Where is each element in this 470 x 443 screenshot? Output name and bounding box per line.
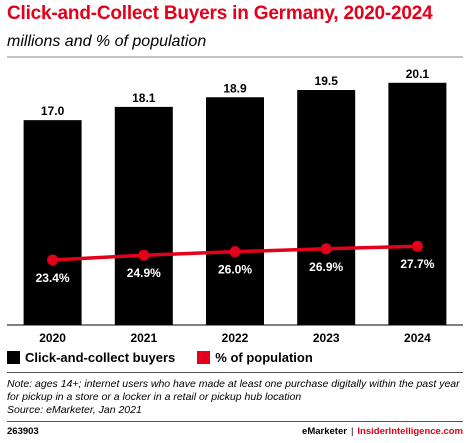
bar-2023 [297, 90, 356, 326]
source-text: Source: eMarketer, Jan 2021 [7, 404, 142, 416]
divider-bottom [7, 421, 463, 422]
x-tick-2023: 2023 [313, 331, 340, 345]
line-label-2023: 26.9% [309, 260, 343, 274]
x-tick-2022: 2022 [222, 331, 249, 345]
line-point-2024 [411, 240, 423, 252]
brand-separator: | [350, 426, 354, 437]
line-point-2021 [138, 249, 150, 261]
legend-label-bars: Click-and-collect buyers [25, 350, 176, 365]
line-point-2023 [320, 243, 332, 255]
line-point-2020 [47, 254, 59, 266]
note: Note: ages 14+; internet users who have … [7, 378, 463, 417]
legend: Click-and-collect buyers % of population [7, 350, 335, 365]
bar-2022 [206, 97, 264, 325]
line-label-2024: 27.7% [400, 257, 434, 271]
legend-item-line: % of population [197, 350, 313, 365]
footer: 263903 eMarketer | InsiderIntelligence.com [7, 426, 463, 437]
footer-brand: eMarketer | InsiderIntelligence.com [302, 426, 463, 437]
divider-top [7, 372, 463, 373]
chart-title: Click-and-Collect Buyers in Germany, 202… [7, 3, 433, 24]
bar-2020 [23, 120, 82, 326]
bar-label-2024: 20.1 [406, 67, 430, 81]
chart-id: 263903 [7, 426, 39, 437]
bar-label-2020: 17.0 [41, 104, 65, 118]
bar-2021 [114, 106, 173, 325]
line-point-2022 [229, 246, 241, 258]
legend-label-line: % of population [215, 350, 313, 365]
x-tick-2024: 2024 [404, 331, 431, 345]
chart: 17.0 18.1 18.9 19.5 20.1 23.4% 24.9% 26.0% 26.9… [7, 56, 463, 345]
bar-label-2022: 18.9 [223, 81, 247, 95]
line-label-2020: 23.4% [36, 271, 70, 285]
x-tick-2021: 2021 [130, 331, 157, 345]
chart-subtitle: millions and % of population [7, 33, 207, 50]
legend-swatch-line [197, 351, 211, 364]
x-tick-2020: 2020 [39, 331, 66, 345]
bar-label-2021: 18.1 [132, 91, 156, 105]
legend-item-bars: Click-and-collect buyers [7, 350, 175, 365]
line-label-2022: 26.0% [218, 263, 252, 277]
line-label-2021: 24.9% [127, 266, 161, 280]
legend-swatch-bars [7, 351, 20, 364]
brand-insiderintelligence: InsiderIntelligence.com [357, 426, 463, 437]
brand-emarketer: eMarketer [302, 426, 347, 437]
bar-2024 [388, 82, 447, 325]
bar-label-2023: 19.5 [315, 74, 339, 88]
note-text: Note: ages 14+; internet users who have … [7, 378, 460, 403]
